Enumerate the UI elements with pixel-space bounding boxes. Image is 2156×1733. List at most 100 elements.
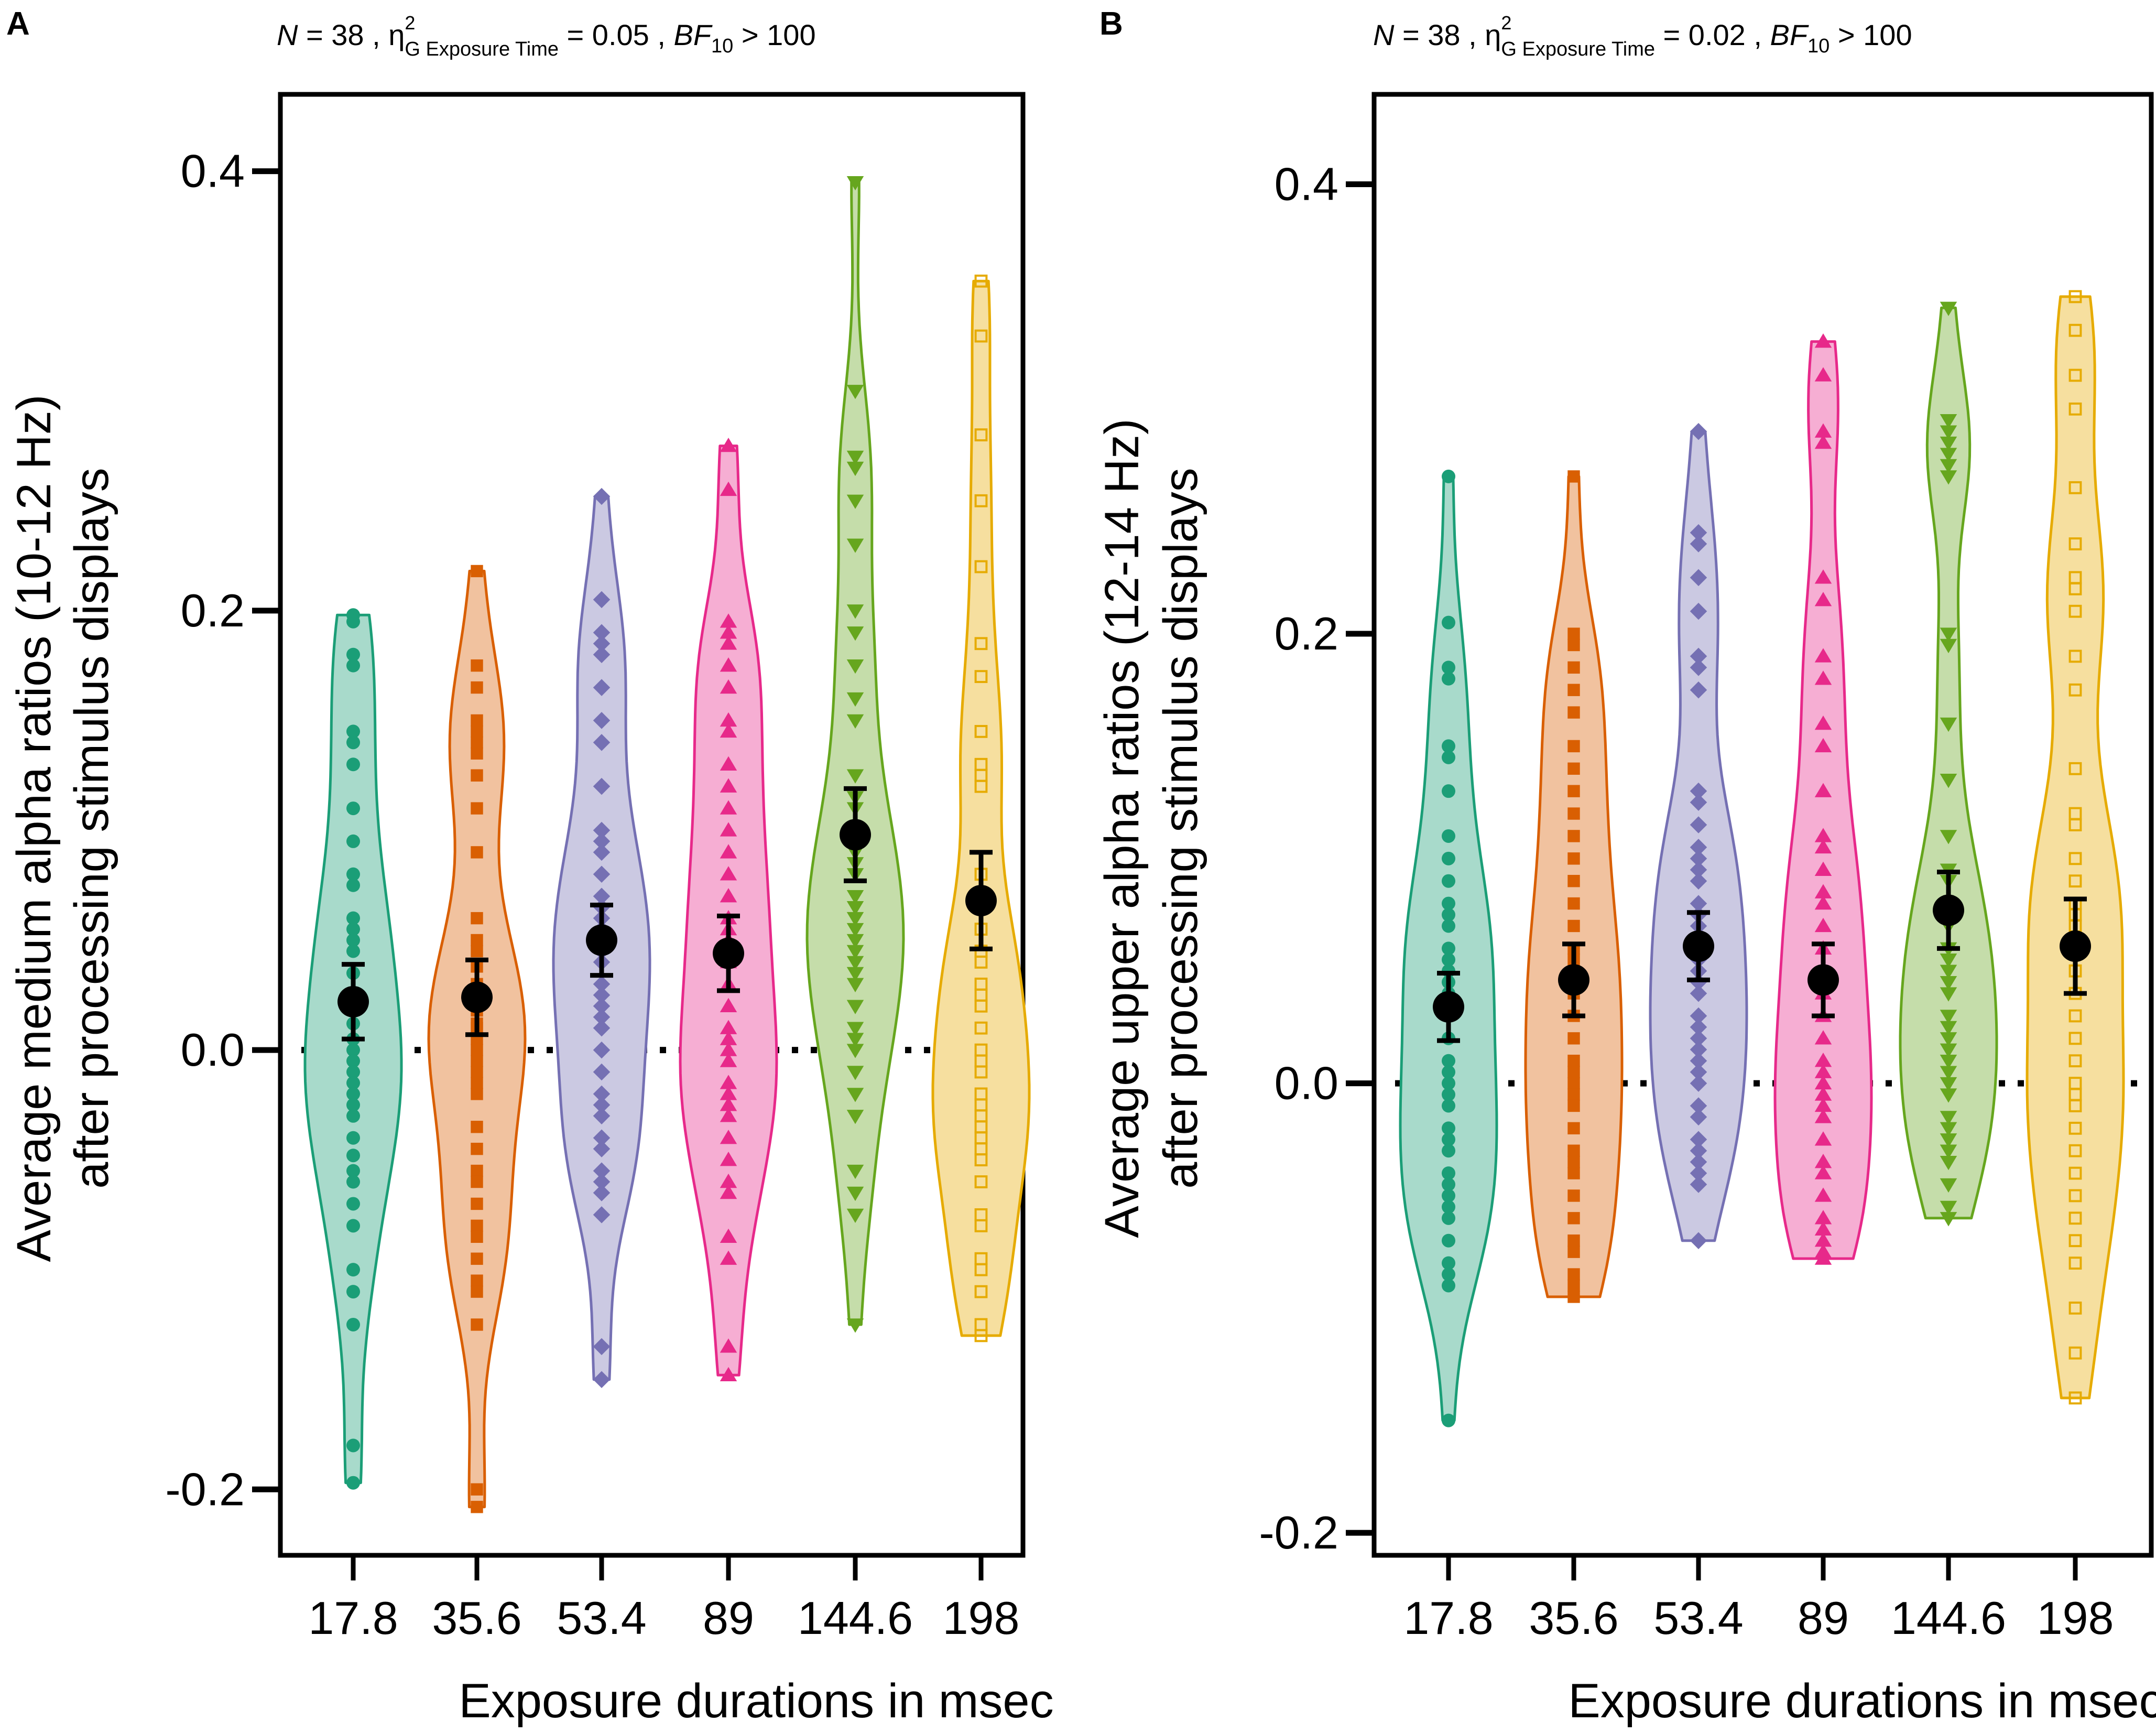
panel-b-point-4-2	[1940, 425, 1957, 440]
panel-a-point-5-37	[974, 1329, 988, 1342]
panel-a-point-2-0	[593, 488, 611, 505]
panel-a-point-2-8	[593, 777, 611, 795]
panel-a-point-4-9	[846, 692, 864, 707]
panel-a-point-0-10	[346, 878, 360, 892]
panel-b-point-1-8	[1567, 785, 1580, 797]
panel-a-mean-0	[337, 985, 369, 1017]
panel-a-point-3-2	[720, 613, 737, 628]
panel-b-xtick-label-2: 53.4	[1653, 1592, 1743, 1644]
panel-b-point-1-4	[1567, 684, 1580, 696]
panel-b-point-3-16	[1814, 917, 1832, 933]
panel-a-means	[337, 786, 997, 1042]
panel-a-point-2-6	[593, 712, 611, 729]
panel-a-point-3-37	[720, 1097, 737, 1111]
panel-a-point-4-23	[846, 967, 864, 981]
panel-a-point-3-14	[720, 866, 737, 881]
panel-b-point-3-10	[1814, 783, 1832, 797]
panel-b-point-2-1	[1690, 524, 1707, 541]
panel-a-point-1-12	[471, 945, 483, 958]
panel-b-point-3-3	[1814, 434, 1832, 449]
panel-b-point-4-7	[1940, 627, 1957, 642]
panel-a-subtitle: N = 38 , η2 G Exposure Time = 0.05 , BF10…	[277, 12, 816, 60]
panel-b-point-4-27	[1940, 1066, 1957, 1080]
panel-a-point-3-24	[720, 1042, 737, 1056]
panel-b-point-0-11	[1442, 908, 1455, 922]
panel-a-point-2-25	[593, 1041, 611, 1059]
panel-b-point-1-11	[1567, 852, 1580, 865]
panel-a-xtick-label-0: 17.8	[308, 1592, 398, 1644]
panel-a-point-4-24	[846, 978, 864, 992]
panel-b-point-4-22	[1940, 1010, 1957, 1024]
panel-b-point-5-28	[2068, 1121, 2082, 1135]
panel-b-point-1-9	[1567, 807, 1580, 820]
panel-a-point-2-31	[593, 1140, 611, 1157]
panel-a-point-4-20	[846, 923, 864, 938]
panel-b-ytick-label-1: 0.0	[1275, 1057, 1338, 1109]
panel-a-point-1-3	[471, 714, 483, 727]
panel-b-point-0-28	[1442, 1166, 1455, 1180]
panel-b-point-3-35	[1814, 1232, 1832, 1247]
panel-a-point-4-34	[846, 1208, 864, 1223]
panel-a-point-0-8	[346, 834, 360, 848]
panel-a-point-0-5	[346, 735, 360, 750]
panel-a-ytick-label-2: 0.2	[181, 584, 245, 636]
panel-a-point-3-29	[720, 1130, 737, 1144]
panel-a-point-3-32	[720, 1184, 737, 1199]
panel-b-point-0-8	[1442, 851, 1455, 865]
panel-a-point-4-28	[846, 1044, 864, 1058]
panel-b-point-4-1	[1940, 414, 1957, 429]
panel-b: B N = 38 , η2 G Exposure Time = 0.02 , BF…	[1095, 6, 2156, 1728]
panel-a-point-3-10	[720, 778, 737, 793]
panel-a-point-3-22	[720, 1020, 737, 1034]
panel-a-point-0-31	[346, 1197, 360, 1211]
panel-b-point-2-22	[1690, 984, 1707, 1002]
panel-a-point-3-26	[720, 1075, 737, 1089]
panel-a-point-0-4	[346, 724, 360, 739]
panel-b-point-3-32	[1814, 1187, 1832, 1202]
panel-b-point-1-3	[1567, 661, 1580, 674]
panel-a-point-0-6	[346, 757, 360, 772]
panel-b-point-2-36	[1690, 1176, 1707, 1193]
panel-b-xtick-label-4: 144.6	[1891, 1592, 2006, 1644]
panel-a-point-5-18	[974, 999, 988, 1013]
panel-b-point-4-19	[1940, 965, 1957, 979]
panel-a-point-0-26	[346, 1109, 360, 1123]
panel-b-point-2-15	[1690, 895, 1707, 912]
panel-b-point-3-7	[1814, 670, 1832, 685]
panel-b-point-3-37	[1814, 1250, 1832, 1265]
panel-b-point-2-33	[1690, 1142, 1707, 1160]
panel-b-point-4-30	[1940, 1111, 1957, 1125]
panel-a-point-0-7	[346, 801, 360, 816]
panel-b-point-2-11	[1690, 839, 1707, 856]
panel-a-point-2-27	[593, 1085, 611, 1103]
panel-b-point-2-30	[1690, 1097, 1707, 1114]
panel-a-point-2-5	[593, 679, 611, 696]
panel-b-point-3-24	[1814, 1064, 1832, 1078]
panel-a-point-0-9	[346, 867, 360, 881]
panel-b-point-0-27	[1442, 1144, 1455, 1158]
panel-b-ytick-label-2: 0.2	[1275, 608, 1338, 659]
panel-a-point-4-11	[846, 769, 864, 784]
panel-b-point-4-21	[1940, 987, 1957, 1002]
panel-a-point-4-27	[846, 1033, 864, 1047]
panel-a-mean-5	[965, 885, 997, 917]
panel-b-mean-1	[1558, 964, 1589, 996]
panel-a-point-1-32	[471, 1252, 483, 1265]
panel-a-point-2-29	[593, 1107, 611, 1125]
panel-b-point-4-25	[1940, 1043, 1957, 1058]
panel-a-point-4-36	[846, 945, 864, 960]
panel-a-point-1-4	[471, 725, 483, 738]
panel-a-letter: A	[6, 6, 30, 42]
panel-b-point-3-34	[1814, 1221, 1832, 1236]
panel-b-point-5-15	[2068, 874, 2082, 888]
panel-b-letter: B	[1099, 6, 1123, 42]
panel-a-point-5-1	[974, 329, 988, 343]
panel-b-point-2-5	[1690, 647, 1707, 665]
panel-b-point-1-21	[1567, 1032, 1580, 1045]
panel-b-point-4-9	[1940, 717, 1957, 732]
panel-b-mean-0	[1433, 991, 1464, 1023]
panel-b-mean-5	[2060, 930, 2091, 962]
panel-b-point-0-24	[1442, 1099, 1455, 1113]
panel-b-point-1-14	[1567, 919, 1580, 933]
panel-b-point-1-30	[1567, 1167, 1580, 1179]
